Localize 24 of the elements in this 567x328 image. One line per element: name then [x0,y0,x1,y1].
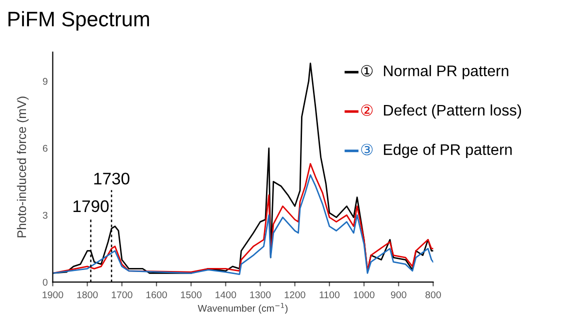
ref-line-label: 1790 [74,200,109,212]
legend-label: ③ Edge of PR pattern [361,144,512,158]
x-tick-label: 1900 [42,291,64,298]
x-tick-label: 1000 [354,291,374,298]
y-tick-label: 0 [42,278,48,286]
x-tick-label: 1600 [146,291,167,298]
x-tick-label: 800 [426,291,441,298]
x-tick-label: 1200 [284,291,306,298]
y-tick-label: 3 [42,212,48,219]
ref-line-label: 1730 [94,172,130,185]
x-tick-label: 1100 [320,291,340,298]
x-tick-label: 1800 [77,291,98,298]
legend-label: ② Defect (Pattern loss) [361,104,522,119]
x-tick-label: 1700 [112,291,132,298]
y-tick-label: 6 [42,144,48,152]
y-axis-title: Photo-induced force (mV) [16,96,29,238]
chart-title: PiFM Spectrum [8,11,149,31]
y-tick-label: 9 [42,78,48,85]
legend-label: ① Normal PR pattern [361,65,508,80]
x-axis-title: Wavenumber (cm$^{−1}$) [198,302,288,314]
x-tick-label: 1400 [216,291,236,298]
x-tick-label: 1500 [181,291,202,298]
x-tick-label: 900 [390,291,406,298]
x-tick-label: 1300 [250,291,271,298]
